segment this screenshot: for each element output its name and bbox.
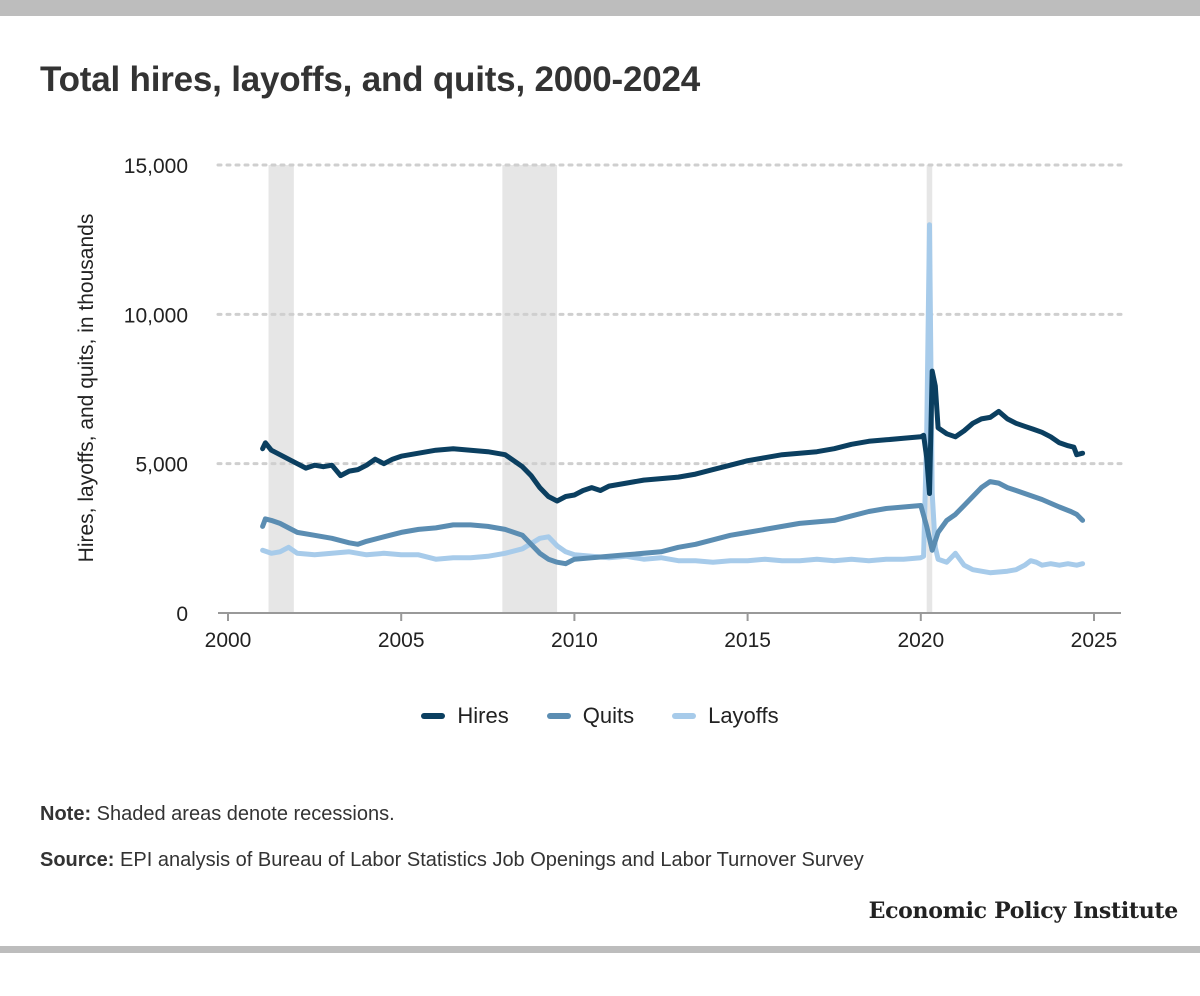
x-tick-label: 2025 <box>1071 629 1118 652</box>
source-label: Source: <box>40 849 115 871</box>
y-axis-label: Hires, layoffs, and quits, in thousands <box>75 214 98 563</box>
legend-label: Layoffs <box>708 703 779 728</box>
x-tick-label: 2010 <box>551 629 598 652</box>
bottom-rule <box>0 946 1200 953</box>
series-line-hires <box>260 368 1086 504</box>
legend-item-hires: Hires <box>421 703 509 729</box>
recession-band-1 <box>268 165 294 613</box>
legend-item-layoffs: Layoffs <box>672 703 779 729</box>
series-lines <box>260 222 1086 576</box>
legend-label: Hires <box>457 703 509 728</box>
legend-swatch <box>672 713 697 719</box>
legend: Hires Quits Layoffs <box>0 703 1200 729</box>
source-text: EPI analysis of Bureau of Labor Statisti… <box>114 849 864 871</box>
gridlines <box>216 163 1123 466</box>
chart-title: Total hires, layoffs, and quits, 2000-20… <box>40 60 701 99</box>
series-line-layoffs <box>260 222 1086 576</box>
x-axis-ticks: 2000 2005 2010 2015 2020 2025 <box>205 613 1118 652</box>
x-tick-label: 2000 <box>205 629 252 652</box>
x-tick-label: 2020 <box>897 629 944 652</box>
x-tick-label: 2005 <box>378 629 425 652</box>
source: Source: EPI analysis of Bureau of Labor … <box>40 849 864 872</box>
y-tick-label: 5,000 <box>135 454 188 477</box>
legend-item-quits: Quits <box>546 703 635 729</box>
top-rule <box>0 0 1200 16</box>
y-axis-ticks: 0 5,000 10,000 15,000 <box>124 155 188 626</box>
legend-swatch <box>546 713 571 719</box>
x-tick-label: 2015 <box>724 629 771 652</box>
brand-logo: Economic Policy Institute <box>868 898 1179 924</box>
note: Note: Shaded areas denote recessions. <box>40 803 395 826</box>
y-tick-label: 10,000 <box>124 304 188 327</box>
legend-label: Quits <box>582 703 635 728</box>
note-label: Note: <box>40 803 92 825</box>
y-tick-label: 0 <box>176 603 188 626</box>
y-tick-label: 15,000 <box>124 155 188 178</box>
recession-bands <box>268 165 933 613</box>
legend-swatch <box>421 713 446 719</box>
note-text: Shaded areas denote recessions. <box>91 803 395 825</box>
series-line-quits <box>260 479 1086 567</box>
